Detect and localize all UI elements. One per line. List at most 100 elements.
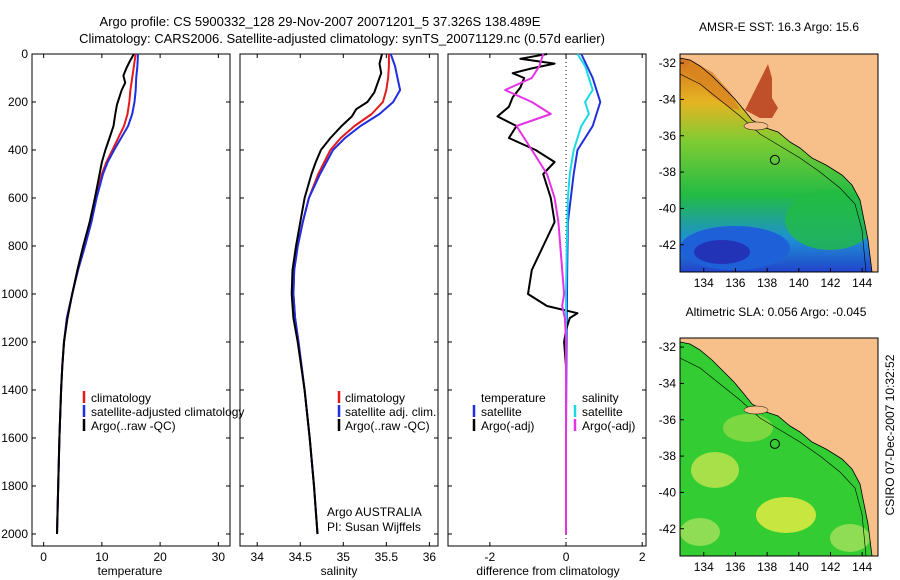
temperature-lines (56, 53, 139, 535)
y-tick-label: 1200 (1, 335, 28, 349)
series-argo-raw-qc- (56, 53, 135, 535)
map-y-tick-label: -38 (659, 449, 677, 463)
salinity-axes-box (239, 53, 439, 547)
x-tick-label: 35 (337, 550, 351, 564)
temperature-legend: climatology satellite-adjusted climatolo… (82, 391, 244, 433)
series-climatology (56, 53, 137, 535)
x-tick-label: -2 (485, 550, 496, 564)
sst-map-frame (679, 53, 879, 273)
sst-map-title: AMSR-E SST: 16.3 Argo: 15.6 (699, 20, 859, 34)
salinity-lines (290, 53, 402, 535)
map-x-tick-label: 140 (789, 560, 809, 574)
legend-title-salinity: salinity (582, 391, 619, 405)
map-y-tick-label: -34 (659, 376, 677, 390)
map-y-tick-label: -38 (659, 165, 677, 179)
x-tick-label: 34.5 (289, 550, 313, 564)
temperature-xlabel: temperature (98, 564, 163, 578)
difference-lines (496, 53, 602, 534)
y-tick-label: 2000 (1, 527, 28, 541)
title-line2: Climatology: CARS2006. Satellite-adjuste… (79, 31, 605, 46)
sla-anomaly-2 (756, 497, 816, 533)
salinity-panel: 34 34.5 35 35.5 36 salinity climatology sate… (239, 53, 439, 578)
sla-kangaroo-island (743, 405, 769, 415)
argo-annotation-line2: PI: Susan Wijffels (327, 520, 421, 534)
series-argo-raw-qc- (290, 53, 383, 535)
sla-profile-marker (769, 438, 780, 449)
y-tick-label: 1400 (1, 383, 28, 397)
sla-land (680, 338, 878, 556)
sla-anomaly-5 (830, 524, 870, 552)
series-salinity-argo-adj- (504, 53, 567, 534)
map-x-tick-label: 136 (725, 560, 745, 574)
map-y-tick-label: -42 (659, 238, 677, 252)
map-x-tick-label: 134 (694, 276, 714, 290)
title-line1: Argo profile: CS 5900332_128 29-Nov-2007… (100, 14, 541, 29)
difference-legend-temperature: temperature satellite Argo(-adj) (472, 391, 546, 433)
legend-label-satellite: satellite-adjusted climatology (91, 405, 244, 419)
legend-label-satellite: satellite adj. clim. (345, 405, 436, 419)
map-y-tick-label: -34 (659, 92, 677, 106)
x-tick-label: 30 (212, 550, 226, 564)
x-tick-label: 34 (251, 550, 265, 564)
map-x-tick-label: 138 (757, 276, 777, 290)
y-tick-label: 600 (8, 191, 28, 205)
map-x-tick-label: 142 (820, 560, 840, 574)
map-y-tick-label: -40 (659, 201, 677, 215)
sst-cool-core (694, 240, 750, 264)
sst-kangaroo-island (743, 121, 769, 131)
legend-label-temp-argo: Argo(-adj) (481, 419, 534, 433)
sla-map-title: Altimetric SLA: 0.056 Argo: -0.045 (686, 305, 867, 319)
difference-legend-salinity: salinity satellite Argo(-adj) (573, 391, 635, 433)
salinity-axes: 34 34.5 35 35.5 36 (240, 53, 438, 564)
difference-axes: -2 0 2 (448, 53, 646, 564)
map-y-tick-label: -40 (659, 485, 677, 499)
salinity-xlabel: salinity (321, 564, 358, 578)
x-tick-label: 10 (95, 550, 109, 564)
sla-map-frame (679, 337, 879, 557)
legend-label-climatology: climatology (91, 391, 151, 405)
sst-map: AMSR-E SST: 16.3 Argo: 15.6 134 136 138 140… (659, 20, 879, 290)
map-y-tick-label: -32 (659, 340, 677, 354)
y-tick-label: 800 (8, 239, 28, 253)
legend-label-climatology: climatology (345, 391, 405, 405)
sla-isobath (680, 357, 867, 556)
sla-anomaly-4 (723, 414, 773, 442)
x-tick-label: 35.5 (375, 550, 399, 564)
sla-map: Altimetric SLA: 0.056 Argo: -0.045 134 13… (659, 305, 879, 574)
temperature-panel: 0 10 20 30 0 200 400 600 800 1000 1200 1400 1600 1800… (1, 47, 244, 578)
sla-coastline (680, 341, 873, 556)
map-x-tick-label: 142 (820, 276, 840, 290)
legend-label-argo: Argo(..raw -QC) (345, 419, 430, 433)
sst-green-patch (785, 190, 875, 250)
map-y-tick-label: -32 (659, 56, 677, 70)
legend-label-sal-argo: Argo(-adj) (582, 419, 635, 433)
map-x-tick-label: 140 (789, 276, 809, 290)
series-temperature-argo-adj- (496, 53, 579, 534)
y-tick-label: 1800 (1, 479, 28, 493)
map-x-tick-label: 138 (757, 560, 777, 574)
x-tick-label: 20 (153, 550, 167, 564)
difference-panel: -2 0 2 difference from climatology tempera… (447, 53, 647, 578)
temperature-axes-box (31, 53, 231, 547)
side-timestamp: CSIRO 07-Dec-2007 10:32:52 (883, 354, 897, 515)
legend-label-argo: Argo(..raw -QC) (91, 419, 176, 433)
temperature-axes: 0 10 20 30 0 200 400 600 800 1000 1200 1400 1600 1800… (1, 47, 230, 564)
sst-profile-marker (769, 154, 780, 165)
map-y-tick-label: -42 (659, 522, 677, 536)
sst-coastline (680, 57, 873, 272)
sla-map-ticks: 134 136 138 140 142 144 -32 -34 -36 -38 -40 -42 (659, 340, 873, 574)
sst-map-ticks: 134 136 138 140 142 144 -32 -34 -36 -38 -40 -42 (659, 56, 873, 290)
map-x-tick-label: 134 (694, 560, 714, 574)
salinity-legend: climatology satellite adj. clim. Argo(..… (337, 391, 436, 433)
sst-warm-gulf (745, 64, 778, 118)
legend-label-sal-satellite: satellite (582, 405, 623, 419)
series-salinity-satellite (565, 53, 594, 534)
x-tick-label: 36 (423, 550, 437, 564)
sla-anomaly-3 (680, 518, 720, 546)
series-satellite-adjusted-climatology (56, 53, 139, 535)
y-tick-label: 1000 (1, 287, 28, 301)
legend-title-temperature: temperature (481, 391, 546, 405)
series-satellite-adj-clim- (292, 53, 402, 535)
map-x-tick-label: 136 (725, 276, 745, 290)
